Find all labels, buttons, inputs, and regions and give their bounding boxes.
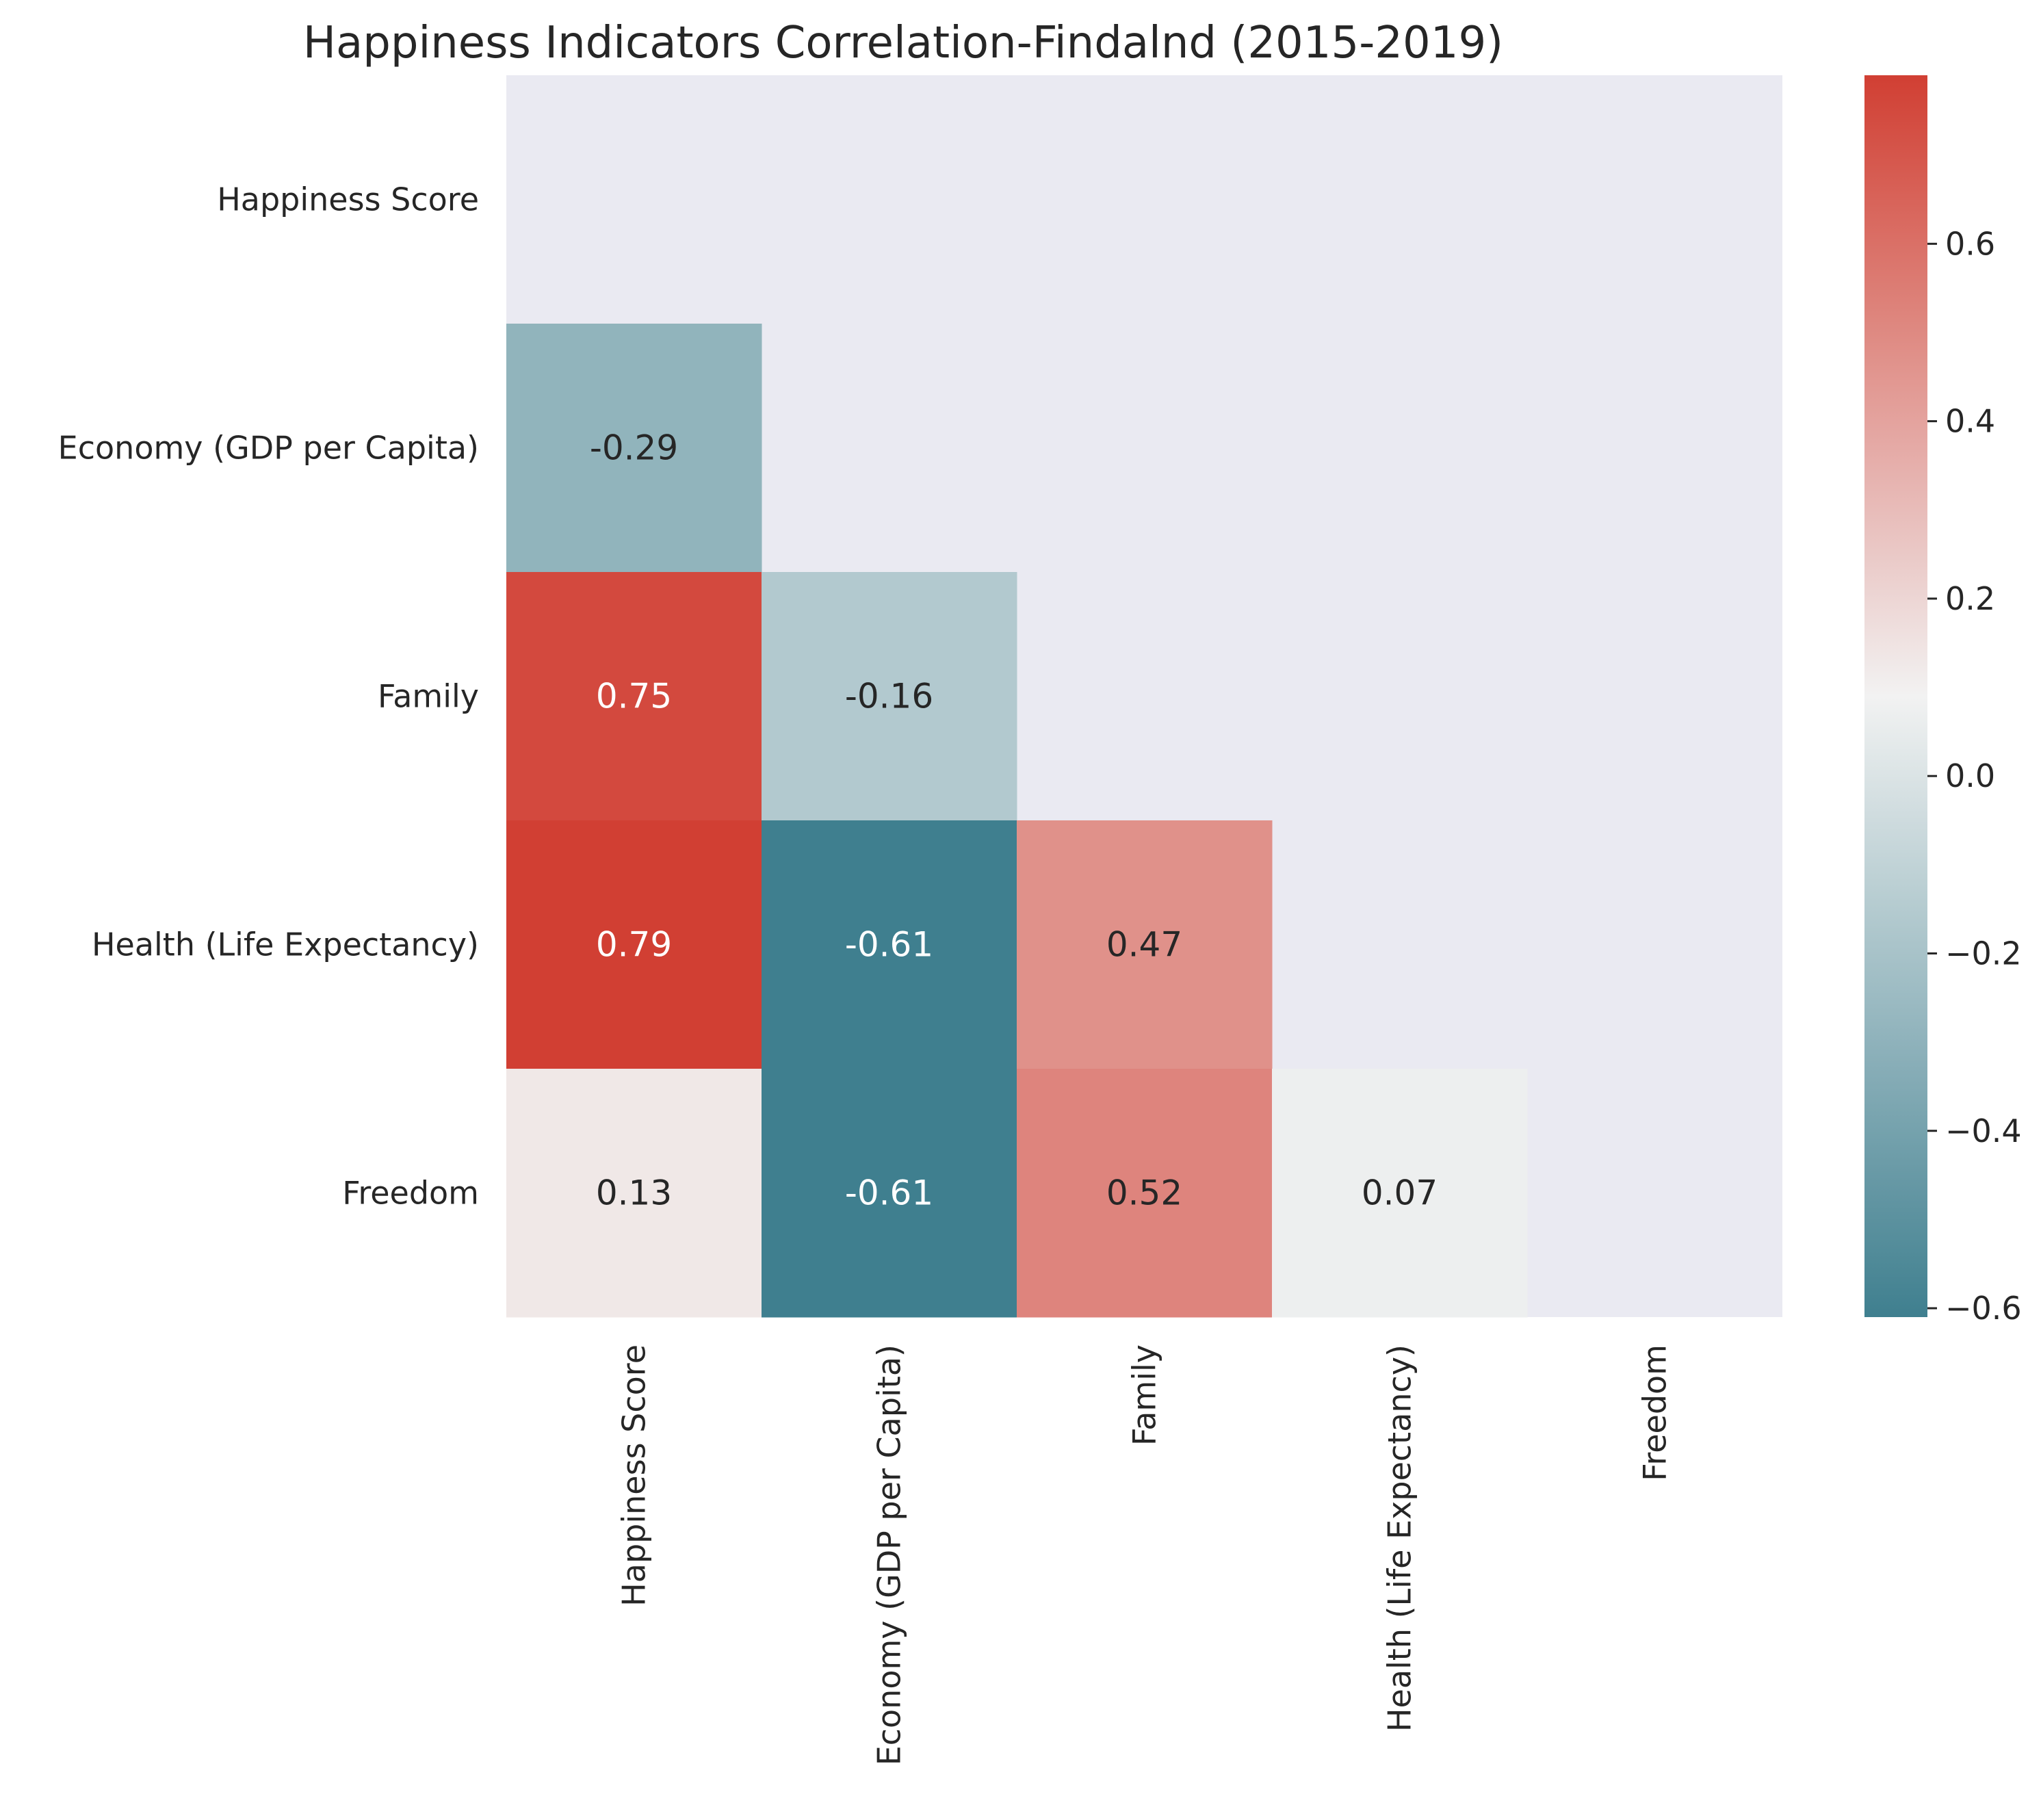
x-tick-label: Happiness Score: [616, 1344, 653, 1607]
cell-value-label: -0.16: [845, 677, 933, 716]
cell-value-label: -0.29: [590, 428, 678, 468]
heatmap-cell: [762, 820, 1017, 1069]
heatmap-cell: [506, 820, 762, 1069]
heatmap-cell: [1017, 820, 1273, 1069]
cell-value-label: 0.75: [596, 677, 672, 716]
colorbar-ticks: −0.6 −0.4 −0.2 0.0 0.2 0.4 0.6: [1927, 225, 2022, 1327]
x-tick-label: Economy (GDP per Capita): [871, 1344, 908, 1765]
colorbar-tick-label: 0.2: [1945, 580, 1995, 617]
y-tick-label: Family: [378, 678, 479, 715]
x-tick-label: Freedom: [1637, 1344, 1674, 1481]
y-tick-label: Happiness Score: [217, 181, 479, 218]
cell-value-label: 0.79: [596, 925, 672, 965]
heatmap-cell: [506, 324, 762, 573]
heatmap-cell: [762, 572, 1017, 821]
cell-value-label: 0.07: [1362, 1173, 1438, 1213]
colorbar-tick-label: 0.0: [1945, 757, 1995, 794]
heatmap-cell: [506, 572, 762, 821]
colorbar-tick-label: −0.2: [1945, 935, 2022, 972]
cell-value-label: -0.61: [845, 925, 933, 965]
cell-value-label: 0.52: [1106, 1173, 1182, 1213]
heatmap-cell: [762, 1069, 1017, 1318]
x-tick-label: Family: [1126, 1344, 1163, 1446]
colorbar: [1864, 75, 1927, 1317]
y-tick-label: Economy (GDP per Capita): [58, 430, 479, 467]
cell-value-label: -0.61: [845, 1173, 933, 1213]
x-tick-labels: Happiness Score Economy (GDP per Capita) F…: [616, 1344, 1674, 1765]
chart-title: Happiness Indicators Correlation-Findaln…: [303, 18, 1503, 68]
y-tick-labels: Happiness Score Economy (GDP per Capita) F…: [58, 181, 479, 1212]
y-tick-label: Freedom: [342, 1175, 479, 1212]
x-tick-label: Health (Life Expectancy): [1381, 1344, 1418, 1732]
colorbar-tick-label: 0.4: [1945, 403, 1995, 440]
colorbar-tick-label: −0.4: [1945, 1113, 2022, 1149]
cell-value-label: 0.47: [1106, 925, 1182, 965]
colorbar-tick-label: 0.6: [1945, 225, 1995, 262]
heatmap-cell: [1272, 1069, 1528, 1318]
y-tick-label: Health (Life Expectancy): [92, 926, 479, 963]
heatmap-cell: [1017, 1069, 1273, 1318]
colorbar-tick-label: −0.6: [1945, 1290, 2022, 1327]
heatmap-cell: [506, 1069, 762, 1318]
heatmap-cells: -0.29 0.75 -0.16 0.79 -0.61 0.47 0.13 -0.61 0.52…: [506, 324, 1528, 1318]
cell-value-label: 0.13: [596, 1173, 672, 1213]
